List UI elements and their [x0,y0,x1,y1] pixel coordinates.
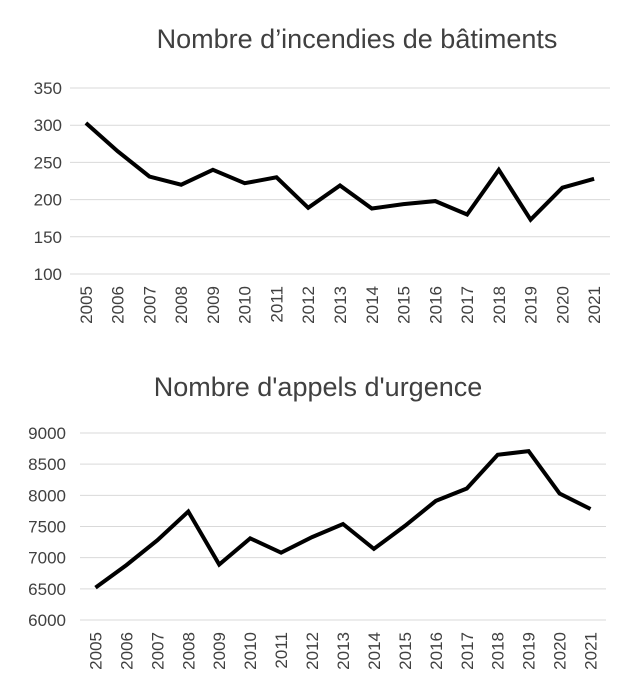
x-tick-label: 2015 [395,286,414,324]
x-tick-label: 2013 [334,632,353,670]
x-tick-label: 2019 [520,632,539,670]
x-tick-label: 2011 [267,286,286,323]
x-tick-label: 2021 [582,632,601,670]
x-tick-label: 2018 [490,286,509,324]
y-tick-label: 350 [34,79,62,98]
y-tick-label: 7000 [28,549,66,568]
x-tick-label: 2016 [426,286,445,324]
x-tick-label: 2016 [427,632,446,670]
x-tick-label: 2005 [86,632,105,670]
series-line [84,121,595,223]
y-tick-label: 8000 [28,486,66,505]
y-tick-label: 250 [34,153,62,172]
y-tick-label: 300 [34,116,62,135]
x-tick-label: 2019 [522,286,541,324]
y-tick-label: 100 [34,265,62,284]
x-tick-label: 2017 [458,632,477,670]
x-tick-label: 2005 [77,286,96,324]
x-tick-label: 2017 [458,286,477,324]
x-tick-label: 2013 [331,286,350,324]
y-tick-label: 9000 [28,424,66,443]
y-tick-label: 6000 [28,611,66,630]
x-tick-label: 2021 [585,286,604,324]
y-tick-label: 6500 [28,580,66,599]
building-fires-chart: Nombre d’incendies de bâtiments 100 150 20… [34,24,610,324]
x-tick-label: 2009 [210,632,229,670]
x-tick-label: 2006 [117,632,136,670]
x-tick-label: 2007 [148,632,167,670]
x-tick-label: 2008 [172,286,191,324]
x-tick-label: 2007 [140,286,159,324]
x-tick-label: 2018 [489,632,508,670]
x-tick-label: 2010 [241,632,260,670]
x-tick-label: 2015 [396,632,415,670]
x-tick-label: 2014 [363,286,382,324]
y-tick-label: 200 [34,191,62,210]
x-tick-label: 2011 [272,632,291,669]
y-tick-label: 150 [34,228,62,247]
x-tick-label: 2006 [109,286,128,324]
y-tick-label: 7500 [28,518,66,537]
y-tick-label: 8500 [28,455,66,474]
x-tick-label: 2020 [553,286,572,324]
x-tick-label: 2009 [204,286,223,324]
x-tick-label: 2010 [236,286,255,324]
x-tick-label: 2012 [303,632,322,670]
x-tick-label: 2020 [551,632,570,670]
x-tick-label: 2012 [299,286,318,324]
chart-title: Nombre d’incendies de bâtiments [157,24,558,54]
x-tick-label: 2008 [179,632,198,670]
x-tick-label: 2014 [365,632,384,670]
chart-title: Nombre d'appels d'urgence [154,372,483,402]
series-line [94,448,592,590]
emergency-calls-chart: Nombre d'appels d'urgence 6000 6500 7000 75… [28,372,606,670]
